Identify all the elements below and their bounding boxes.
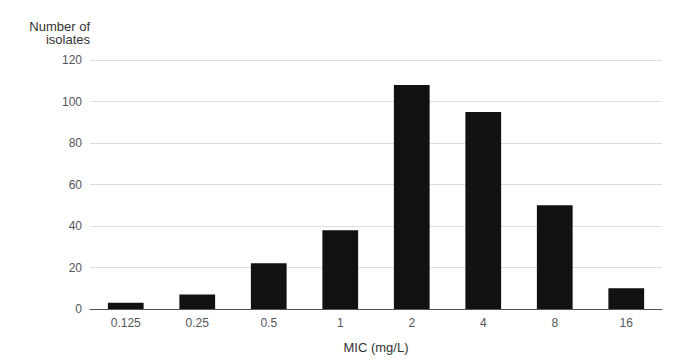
svg-text:20: 20 (69, 261, 83, 275)
svg-text:Number of: Number of (29, 19, 90, 34)
svg-text:4: 4 (480, 316, 487, 330)
svg-text:0.125: 0.125 (111, 316, 141, 330)
svg-text:120: 120 (62, 53, 82, 67)
svg-text:60: 60 (69, 178, 83, 192)
svg-text:80: 80 (69, 136, 83, 150)
svg-text:100: 100 (62, 95, 82, 109)
svg-text:8: 8 (551, 316, 558, 330)
svg-text:isolates: isolates (46, 32, 91, 47)
svg-text:MIC (mg/L): MIC (mg/L) (344, 340, 409, 355)
svg-text:16: 16 (620, 316, 634, 330)
svg-text:0: 0 (75, 302, 82, 316)
svg-text:0.25: 0.25 (186, 316, 210, 330)
svg-text:2: 2 (408, 316, 415, 330)
svg-text:40: 40 (69, 219, 83, 233)
svg-text:1: 1 (337, 316, 344, 330)
svg-text:0.5: 0.5 (260, 316, 277, 330)
